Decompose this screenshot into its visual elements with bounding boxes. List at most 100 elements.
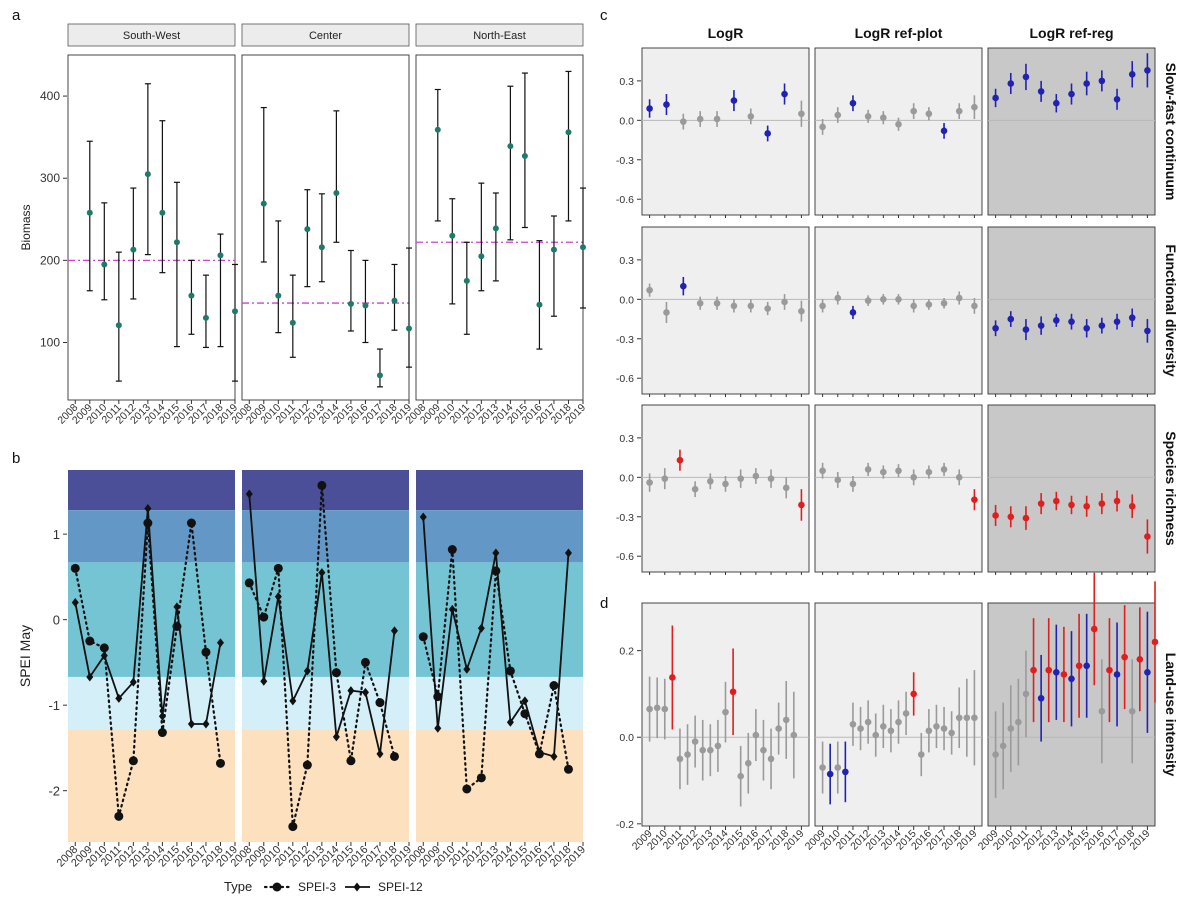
c-point xyxy=(992,94,999,102)
b-point-spei12 xyxy=(347,686,355,696)
c-point xyxy=(1144,327,1151,335)
c-point xyxy=(1053,497,1060,505)
b-point-spei12 xyxy=(419,512,427,522)
c-point xyxy=(713,299,721,307)
b-point-spei3 xyxy=(505,666,515,676)
d-point xyxy=(963,714,971,722)
c-point xyxy=(1068,501,1075,509)
a-point xyxy=(289,319,296,326)
b-point-spei3 xyxy=(389,751,399,761)
b-point-spei3 xyxy=(447,545,457,555)
c-point xyxy=(1037,322,1045,329)
c-point xyxy=(1098,322,1106,329)
c-point xyxy=(1068,318,1075,325)
d-point xyxy=(842,768,849,776)
a-point xyxy=(202,314,209,321)
a-panel-frame xyxy=(415,54,584,401)
c-ytick-label: 0.0 xyxy=(619,115,634,127)
d-point xyxy=(669,674,676,681)
d-point xyxy=(646,705,653,713)
c-panel-frame xyxy=(814,226,983,395)
a-point xyxy=(492,225,499,232)
c-point xyxy=(1128,502,1136,510)
b-point-spei3 xyxy=(114,811,124,821)
b-point-spei12 xyxy=(260,676,268,686)
c-point xyxy=(781,298,788,306)
b-point-spei12 xyxy=(129,677,137,687)
b-point-spei12 xyxy=(100,651,108,661)
c-column-title: LogR ref-reg xyxy=(1030,25,1114,41)
b-ytick-label: 1 xyxy=(53,527,60,542)
c-point xyxy=(925,301,933,308)
d-point xyxy=(1151,638,1159,646)
c-ytick-label: -0.6 xyxy=(616,194,634,206)
a-point xyxy=(362,302,369,309)
b-point-spei3 xyxy=(476,773,486,783)
a-point xyxy=(406,325,412,332)
c-panel-frame xyxy=(814,404,983,573)
c-ytick-label: 0.3 xyxy=(619,255,634,267)
b-spei-band xyxy=(416,729,583,842)
b-point-spei3 xyxy=(375,698,385,708)
d-point xyxy=(1007,725,1015,732)
b-point-spei12 xyxy=(289,696,297,706)
d-point xyxy=(1022,690,1030,698)
c-point xyxy=(798,501,805,509)
c-point xyxy=(680,282,687,290)
b-point-spei12 xyxy=(477,623,485,633)
d-point xyxy=(752,731,760,739)
c-point xyxy=(730,302,738,310)
c-point xyxy=(910,107,917,115)
d-point xyxy=(1113,671,1121,678)
d-point xyxy=(864,718,872,726)
c-point xyxy=(1144,533,1151,540)
a-strip-1 xyxy=(241,23,410,47)
d-point xyxy=(661,705,669,713)
b-point-spei3 xyxy=(360,657,370,667)
d-point xyxy=(1045,666,1053,674)
c-point xyxy=(646,286,653,294)
c-point xyxy=(747,302,755,310)
a-point xyxy=(550,246,557,253)
d-point xyxy=(849,720,857,728)
a-ytick-label: 300 xyxy=(40,171,60,185)
panel-a-biomass-chart: 100200300400BiomassSouth-West20082009201… xyxy=(19,23,588,427)
b-point-spei12 xyxy=(550,751,558,761)
c-point xyxy=(722,480,729,488)
c-point xyxy=(1098,500,1106,507)
c-ytick-label: -0.6 xyxy=(616,551,634,563)
c-point xyxy=(849,480,857,488)
d-point xyxy=(992,751,999,758)
c-point xyxy=(1007,80,1015,87)
a-point xyxy=(333,190,340,196)
a-point xyxy=(449,232,456,239)
c-point xyxy=(1128,70,1136,78)
d-point xyxy=(880,723,887,730)
b-point-spei12 xyxy=(144,503,152,513)
c-point xyxy=(646,105,653,112)
panel-c-effects-chart: LogR LogR ref-plot LogR ref-reg 0.3 0.0 -0.3 -… xyxy=(616,25,1179,575)
c-point xyxy=(1144,67,1151,74)
b-point-spei12 xyxy=(434,723,442,733)
b-point-spei3 xyxy=(85,636,95,646)
c-point xyxy=(1037,88,1045,95)
c-point xyxy=(798,307,805,315)
d-point xyxy=(729,688,737,696)
d-point xyxy=(819,764,826,771)
d-point xyxy=(1128,707,1136,715)
c-point xyxy=(895,296,902,303)
d-point xyxy=(707,746,714,754)
b-ytick-label: -2 xyxy=(48,784,60,799)
b-point-spei12 xyxy=(303,666,311,676)
legend-label-spei12: SPEI-12 xyxy=(378,880,423,894)
d-point xyxy=(760,746,767,754)
a-point xyxy=(173,239,180,246)
a-point xyxy=(565,129,572,136)
c-point xyxy=(955,294,963,302)
c-point xyxy=(895,467,902,475)
c-point xyxy=(992,512,999,519)
b-point-spei12 xyxy=(216,638,224,648)
panel-letter-a: a xyxy=(12,7,21,24)
c-point xyxy=(819,467,826,475)
